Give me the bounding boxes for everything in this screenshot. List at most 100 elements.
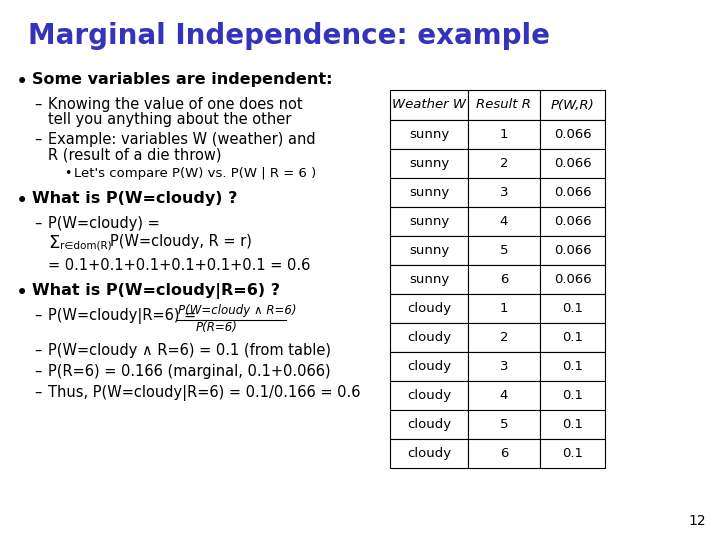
Text: 0.066: 0.066 [554, 215, 591, 228]
Bar [468, 236, 540, 265]
Text: 1: 1 [500, 302, 508, 315]
Bar [540, 439, 605, 468]
Text: cloudy: cloudy [407, 331, 451, 344]
Text: 0.1: 0.1 [562, 331, 583, 344]
Text: •: • [16, 72, 28, 92]
Text: P(W=cloudy, R = r): P(W=cloudy, R = r) [110, 234, 252, 249]
Bar [468, 178, 540, 207]
Text: 0.1: 0.1 [562, 360, 583, 373]
Text: –: – [34, 216, 41, 231]
Bar [390, 90, 468, 120]
Text: sunny: sunny [409, 157, 449, 170]
Text: 3: 3 [500, 186, 508, 199]
Text: –: – [34, 97, 41, 112]
Bar [540, 410, 605, 439]
Bar [390, 207, 468, 236]
Bar [540, 178, 605, 207]
Text: –: – [34, 364, 41, 379]
Text: 4: 4 [500, 389, 508, 402]
Bar [390, 265, 468, 294]
Bar [540, 323, 605, 352]
Text: Result R: Result R [477, 98, 531, 111]
Bar [468, 294, 540, 323]
Bar [468, 323, 540, 352]
Text: sunny: sunny [409, 128, 449, 141]
Text: 0.1: 0.1 [562, 389, 583, 402]
Text: = 0.1+0.1+0.1+0.1+0.1+0.1 = 0.6: = 0.1+0.1+0.1+0.1+0.1+0.1 = 0.6 [48, 258, 310, 273]
Text: –: – [34, 308, 41, 323]
Text: 12: 12 [688, 514, 706, 528]
Bar [468, 410, 540, 439]
Text: 0.066: 0.066 [554, 273, 591, 286]
Bar [390, 149, 468, 178]
Text: r∈dom(R): r∈dom(R) [60, 240, 112, 250]
Text: sunny: sunny [409, 186, 449, 199]
Bar [468, 352, 540, 381]
Text: P(W=cloudy ∧ R=6) = 0.1 (from table): P(W=cloudy ∧ R=6) = 0.1 (from table) [48, 343, 331, 358]
Text: What is P(W=cloudy) ?: What is P(W=cloudy) ? [32, 191, 238, 206]
Bar [390, 323, 468, 352]
Text: 1: 1 [500, 128, 508, 141]
Text: P(W=cloudy) =: P(W=cloudy) = [48, 216, 160, 231]
Text: 6: 6 [500, 273, 508, 286]
Text: Let's compare P(W) vs. P(W | R = 6 ): Let's compare P(W) vs. P(W | R = 6 ) [74, 167, 316, 180]
Bar [468, 149, 540, 178]
Bar [468, 265, 540, 294]
Text: –: – [34, 343, 41, 358]
Bar [390, 294, 468, 323]
Bar [540, 294, 605, 323]
Text: 3: 3 [500, 360, 508, 373]
Text: P(W=cloudy|R=6) =: P(W=cloudy|R=6) = [48, 308, 197, 324]
Bar [468, 207, 540, 236]
Bar [540, 265, 605, 294]
Text: 5: 5 [500, 244, 508, 257]
Text: 0.066: 0.066 [554, 128, 591, 141]
Text: 0.1: 0.1 [562, 418, 583, 431]
Text: 5: 5 [500, 418, 508, 431]
Text: cloudy: cloudy [407, 389, 451, 402]
Text: sunny: sunny [409, 273, 449, 286]
Text: Some variables are independent:: Some variables are independent: [32, 72, 333, 87]
Text: 0.066: 0.066 [554, 244, 591, 257]
Text: 0.066: 0.066 [554, 157, 591, 170]
Bar [390, 120, 468, 149]
Bar [540, 236, 605, 265]
Text: –: – [34, 385, 41, 400]
Bar [468, 120, 540, 149]
Text: Example: variables W (weather) and: Example: variables W (weather) and [48, 132, 315, 147]
Text: 0.066: 0.066 [554, 186, 591, 199]
Text: •: • [16, 283, 28, 303]
Bar [540, 381, 605, 410]
Text: cloudy: cloudy [407, 360, 451, 373]
Text: –: – [34, 132, 41, 147]
Bar [540, 149, 605, 178]
Bar [468, 90, 540, 120]
Bar [468, 381, 540, 410]
Bar [468, 439, 540, 468]
Text: Knowing the value of one does not: Knowing the value of one does not [48, 97, 302, 112]
Bar [390, 410, 468, 439]
Text: Thus, P(W=cloudy|R=6) = 0.1/0.166 = 0.6: Thus, P(W=cloudy|R=6) = 0.1/0.166 = 0.6 [48, 385, 361, 401]
Text: •: • [64, 167, 71, 180]
Text: P(W=cloudy ∧ R=6): P(W=cloudy ∧ R=6) [178, 304, 297, 317]
Text: P(W,R): P(W,R) [551, 98, 595, 111]
Text: What is P(W=cloudy|R=6) ?: What is P(W=cloudy|R=6) ? [32, 283, 280, 299]
Bar [390, 352, 468, 381]
Text: tell you anything about the other: tell you anything about the other [48, 112, 292, 127]
Text: sunny: sunny [409, 215, 449, 228]
Text: 0.1: 0.1 [562, 447, 583, 460]
Bar [540, 90, 605, 120]
Text: P(R=6) = 0.166 (marginal, 0.1+0.066): P(R=6) = 0.166 (marginal, 0.1+0.066) [48, 364, 330, 379]
Bar [390, 236, 468, 265]
Bar [540, 207, 605, 236]
Text: •: • [16, 191, 28, 211]
Text: cloudy: cloudy [407, 418, 451, 431]
Text: Marginal Independence: example: Marginal Independence: example [28, 22, 550, 50]
Bar [540, 352, 605, 381]
Text: 6: 6 [500, 447, 508, 460]
Text: cloudy: cloudy [407, 447, 451, 460]
Text: 2: 2 [500, 157, 508, 170]
Bar [390, 178, 468, 207]
Text: cloudy: cloudy [407, 302, 451, 315]
Bar [390, 439, 468, 468]
